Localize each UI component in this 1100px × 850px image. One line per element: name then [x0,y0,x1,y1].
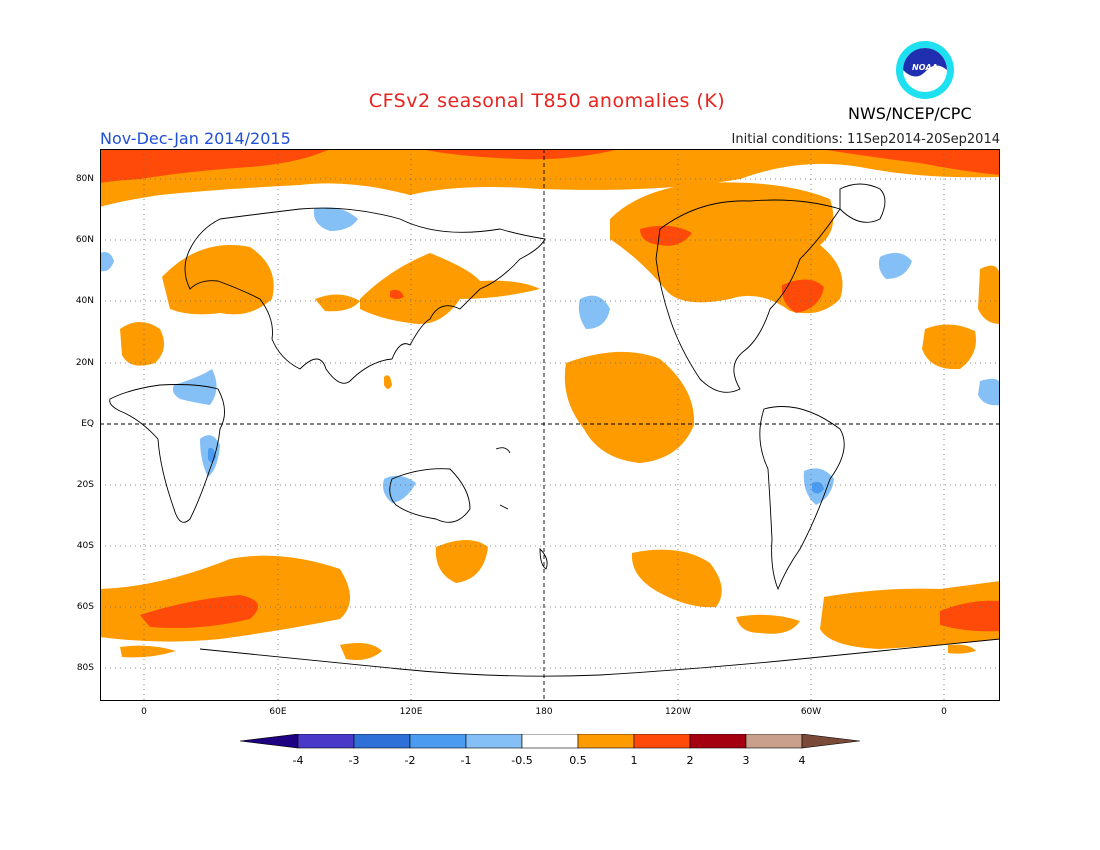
lat-label: 40S [76,541,94,551]
noaa-logo-icon: NOAA [896,41,954,99]
lat-label: EQ [81,419,94,429]
colorbar-cell [577,734,635,749]
colorbar-tick-label: 4 [799,754,806,767]
lat-label: 60S [76,602,94,612]
colorbar-cell [297,734,355,749]
anomaly-map [100,149,1000,701]
colorbar-tick-label: 1 [631,754,638,767]
agency-label: NWS/NCEP/CPC [848,104,972,123]
coastlines [109,183,1000,677]
equator-dateline [100,149,1000,701]
lat-lon-grid [100,149,1000,701]
colorbar-cell [353,734,411,749]
colorbar-cell [689,734,747,749]
colorbar-tick-label: -0.5 [511,754,532,767]
logo-text: NOAA [912,63,938,72]
lon-label: 0 [141,707,147,717]
lon-label: 60W [800,707,822,717]
colorbar-tick-label: 2 [687,754,694,767]
colorbar-tick-label: -4 [293,754,304,767]
cool-anomaly-regions [100,207,1000,505]
colorbar-cells [240,734,860,749]
lon-label: 0 [941,707,947,717]
colorbar-tick-label: -2 [405,754,416,767]
colorbar-labels: -4 -3 -2 -1 -0.5 0.5 1 2 3 4 [293,754,806,767]
colorbar-arrow-low [240,734,299,749]
strong-cool-anomaly-regions [208,448,824,494]
colorbar-tick-label: -3 [349,754,360,767]
lat-label: 80S [76,663,94,673]
colorbar-cell [745,734,803,749]
map-frame [100,149,1000,701]
colorbar: -4 -3 -2 -1 -0.5 0.5 1 2 3 4 [240,734,860,767]
colorbar-cell [521,734,579,749]
lat-label: 20N [75,358,94,368]
colorbar-arrow-high [801,734,860,749]
colorbar-cell [465,734,523,749]
colorbar-tick-label: 0.5 [569,754,587,767]
lon-label: 60E [269,707,287,717]
strong-warm-anomaly-regions [100,149,1000,632]
lon-label: 120E [399,707,423,717]
lat-label: 80N [75,174,94,184]
lat-label: 20S [76,480,94,490]
map-title: CFSv2 seasonal T850 anomalies (K) [368,90,726,112]
lon-label: 180 [535,707,553,717]
season-label: Nov-Dec-Jan 2014/2015 [100,129,291,148]
lat-label: 40N [75,296,94,306]
colorbar-tick-label: 3 [743,754,750,767]
colorbar-tick-label: -1 [461,754,472,767]
initial-conditions-label: Initial conditions: 11Sep2014-20Sep2014 [731,132,1000,147]
lat-label: 60N [75,235,94,245]
lon-label: 120W [664,707,692,717]
warm-anomaly-regions [100,149,1000,660]
colorbar-cell [633,734,691,749]
colorbar-cell [409,734,467,749]
